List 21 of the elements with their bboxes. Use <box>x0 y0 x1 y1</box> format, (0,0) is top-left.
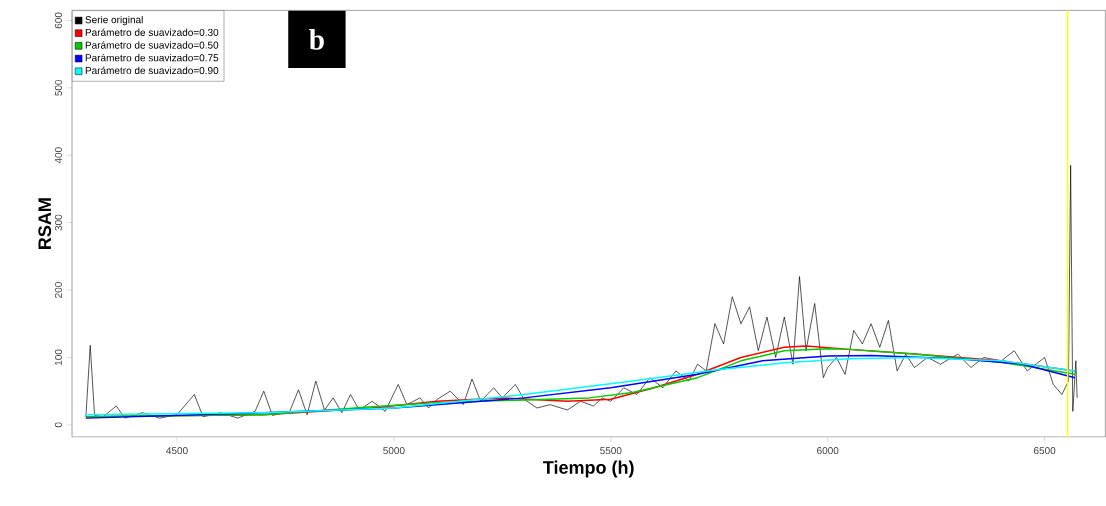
legend-label: Parámetro de suavizado=0.90 <box>85 66 219 75</box>
annotation: b <box>309 29 324 50</box>
legend-label: Parámetro de suavizado=0.30 <box>85 28 219 36</box>
legend-label: Parámetro de suavizado=0.75 <box>85 53 219 62</box>
x-tick-label: 6500 <box>1033 447 1056 455</box>
x-tick-label: 6000 <box>817 447 839 455</box>
x-axis-title: Tiempo (h) <box>543 460 634 478</box>
y-tick-label: 600 <box>54 12 62 29</box>
y-tick-label: 0 <box>54 422 62 428</box>
legend-label: Parámetro de suavizado=0.50 <box>85 41 219 49</box>
x-tick-label: 4500 <box>166 447 188 455</box>
x-tick-label: 5500 <box>600 447 622 455</box>
y-axis-title: RSAM <box>38 198 52 249</box>
y-tick-label: 400 <box>54 147 62 164</box>
y-tick-label: 300 <box>54 214 62 231</box>
x-tick-label: 5000 <box>383 447 405 455</box>
y-tick-label: 200 <box>54 282 62 298</box>
legend-label: Serie original <box>85 15 143 26</box>
y-tick-label: 100 <box>54 349 62 366</box>
y-tick-label: 500 <box>54 79 62 96</box>
line-series <box>85 165 1078 419</box>
